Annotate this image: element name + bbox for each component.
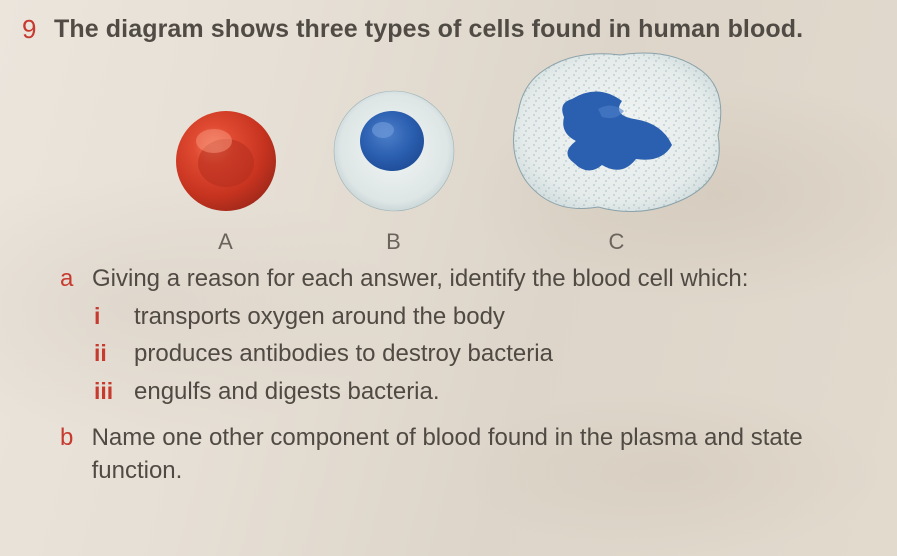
cell-C: C — [502, 43, 732, 255]
part-b: b Name one other component of blood foun… — [60, 422, 875, 487]
question-stem: The diagram shows three types of cells f… — [54, 14, 803, 45]
part-b-letter: b — [60, 422, 80, 454]
cell-A-label: A — [218, 229, 233, 255]
part-a-ii: ii produces antibodies to destroy bacter… — [94, 337, 875, 371]
question-header: 9 The diagram shows three types of cells… — [22, 14, 875, 45]
part-a-i-text: transports oxygen around the body — [134, 300, 505, 334]
part-a-iii: iii engulfs and digests bacteria. — [94, 375, 875, 409]
sub-parts: a Giving a reason for each answer, ident… — [60, 263, 875, 487]
part-a-iii-text: engulfs and digests bacteria. — [134, 375, 440, 409]
part-a-text: Giving a reason for each answer, identif… — [92, 263, 748, 295]
cell-A: A — [166, 99, 286, 255]
blood-cells-diagram: A — [22, 55, 875, 255]
roman-iii: iii — [94, 375, 120, 407]
phagocyte-icon — [502, 43, 732, 219]
roman-i: i — [94, 300, 120, 332]
part-a-letter: a — [60, 263, 80, 295]
rbc-icon — [166, 99, 286, 219]
cell-C-label: C — [609, 229, 625, 255]
part-a-ii-text: produces antibodies to destroy bacteria — [134, 337, 553, 371]
question-number: 9 — [22, 14, 40, 45]
part-a: a Giving a reason for each answer, ident… — [60, 263, 875, 295]
question-block: 9 The diagram shows three types of cells… — [0, 0, 897, 497]
part-b-text: Name one other component of blood found … — [92, 422, 875, 487]
cell-B: B — [326, 83, 462, 255]
part-a-i: i transports oxygen around the body — [94, 300, 875, 334]
roman-ii: ii — [94, 337, 120, 369]
lymphocyte-icon — [326, 83, 462, 219]
cell-B-label: B — [386, 229, 401, 255]
